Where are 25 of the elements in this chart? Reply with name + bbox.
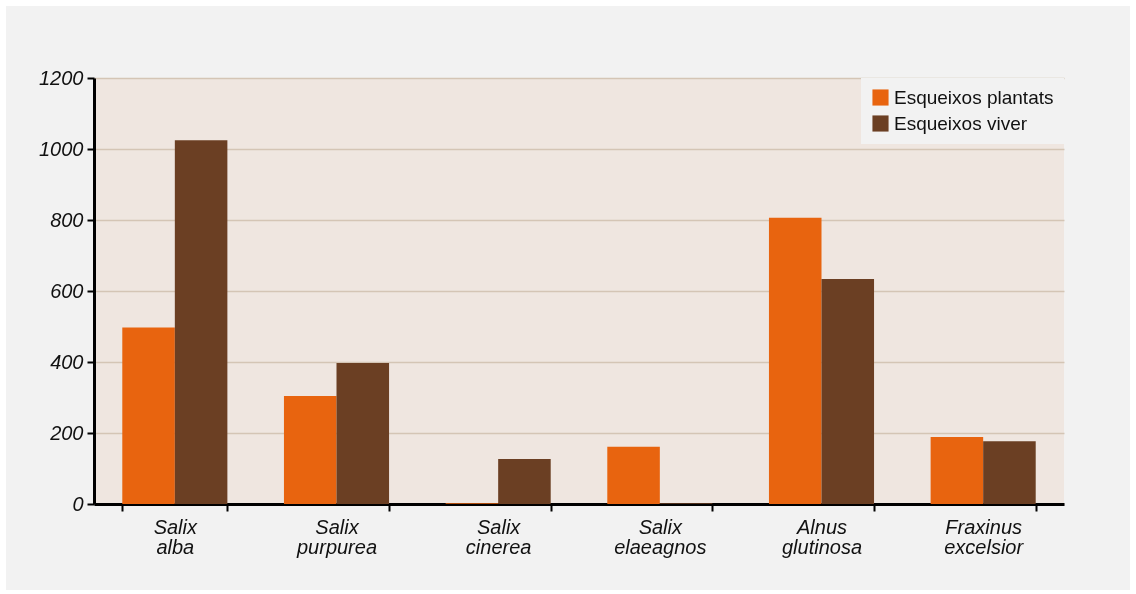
bar (607, 446, 660, 504)
bar (930, 436, 984, 504)
bar (768, 217, 822, 504)
x-tick-label: Salix purpurea (295, 515, 378, 558)
y-tick-label: 600 (50, 279, 84, 302)
bar (336, 363, 390, 504)
y-tick-label: 200 (49, 421, 84, 444)
y-tick-label: 800 (50, 208, 84, 231)
bar (174, 140, 228, 504)
legend-label: Esqueixos plantats (894, 86, 1054, 108)
bar (983, 441, 1036, 504)
legend-label: Esqueixos viver (894, 112, 1028, 134)
x-tick-label: Salix alba (153, 515, 198, 558)
y-tick-label: 1000 (39, 137, 84, 160)
x-tick-label: Alnus glutinosa (781, 515, 863, 558)
bar (498, 458, 551, 504)
x-tick-label: Salix elaeagnos (614, 515, 707, 558)
x-tick-label: Fraxinus excelsior (944, 515, 1025, 558)
bar (122, 327, 175, 504)
bar (821, 278, 875, 504)
y-tick-label: 400 (50, 350, 84, 373)
y-tick-label: 1200 (39, 66, 84, 89)
x-tick-label: Salix cinerea (465, 515, 532, 558)
y-tick-label: 0 (72, 492, 84, 515)
bar (283, 396, 337, 504)
